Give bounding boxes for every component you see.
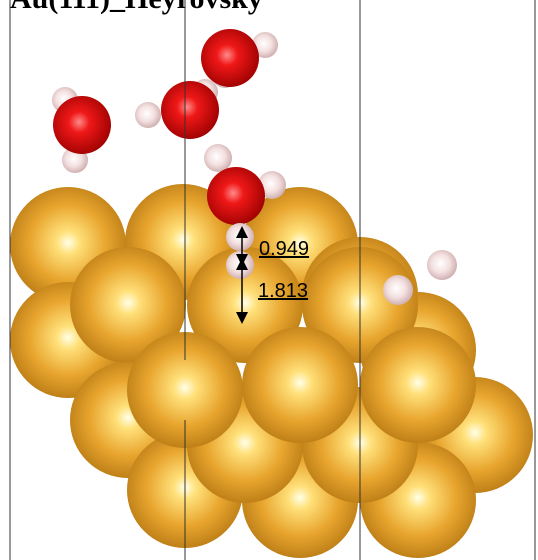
distance-label: 1.813 <box>258 280 308 302</box>
cell-lines <box>9 0 536 560</box>
distance-label: 0.949 <box>259 238 309 260</box>
water-molecules <box>52 29 457 305</box>
title: Au(111)_Heyrovsky <box>10 0 263 15</box>
